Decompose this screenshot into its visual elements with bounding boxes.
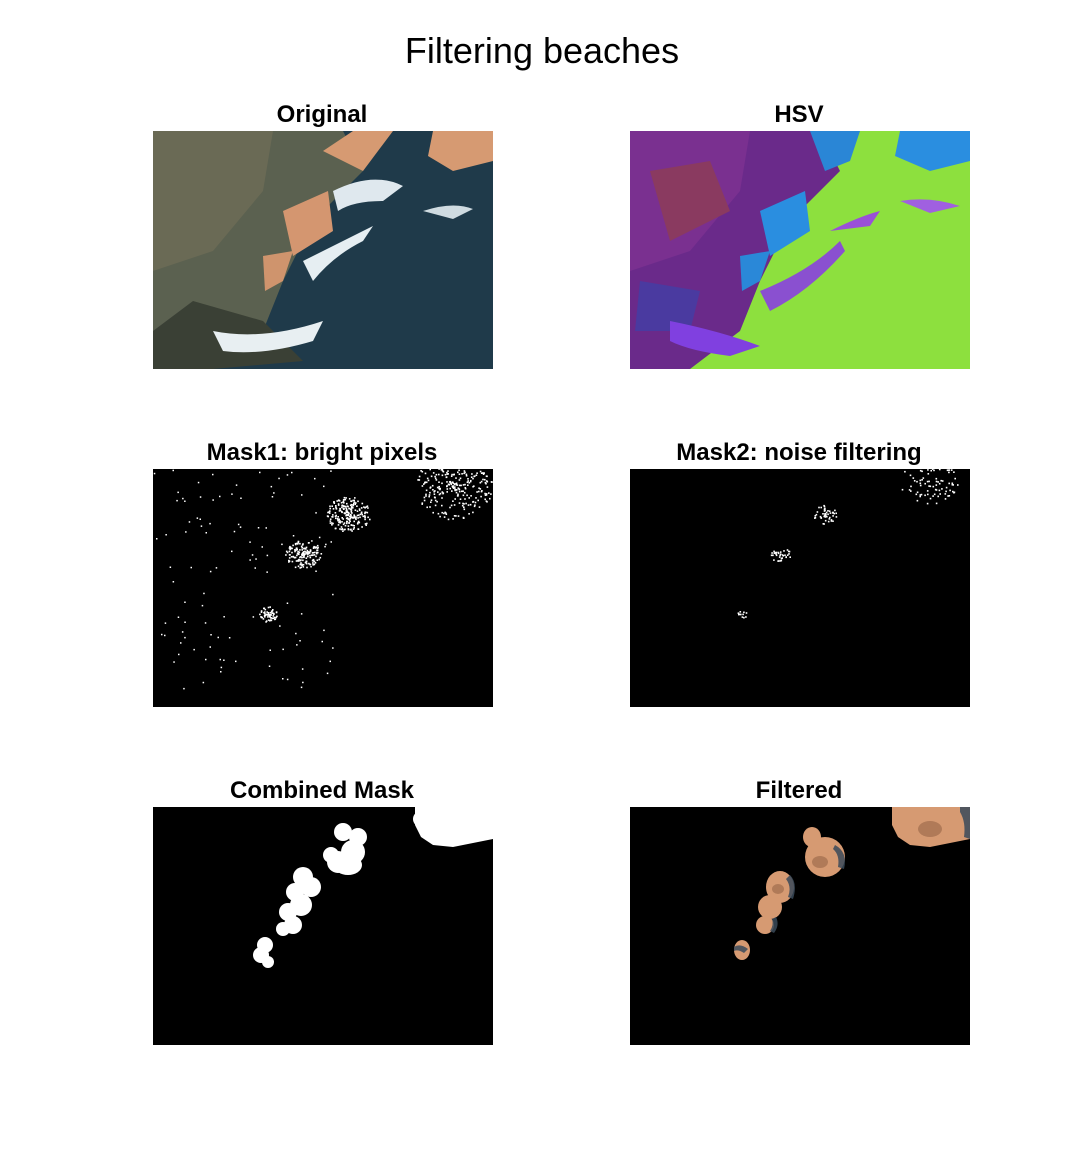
filtered-image [630, 807, 970, 1045]
hsv-image [630, 131, 970, 369]
image-combined-mask [153, 807, 493, 1045]
panel-title-original: Original [276, 101, 368, 128]
panel-title-hsv: HSV [774, 101, 824, 128]
image-mask1 [153, 469, 493, 707]
combined-mask-image [153, 807, 493, 1045]
original-aerial-image [153, 131, 493, 369]
panel-title-mask2: Mask2: noise filtering [676, 439, 922, 466]
image-filtered [630, 807, 970, 1045]
mask2-image [630, 469, 970, 707]
image-original [153, 131, 493, 369]
panel-title-mask1: Mask1: bright pixels [206, 439, 438, 466]
mask1-image [153, 469, 493, 707]
image-hsv [630, 131, 970, 369]
image-mask2 [630, 469, 970, 707]
panel-title-filtered: Filtered [755, 777, 843, 804]
panel-title-combined: Combined Mask [229, 777, 415, 804]
figure-title: Filtering beaches [404, 30, 680, 71]
